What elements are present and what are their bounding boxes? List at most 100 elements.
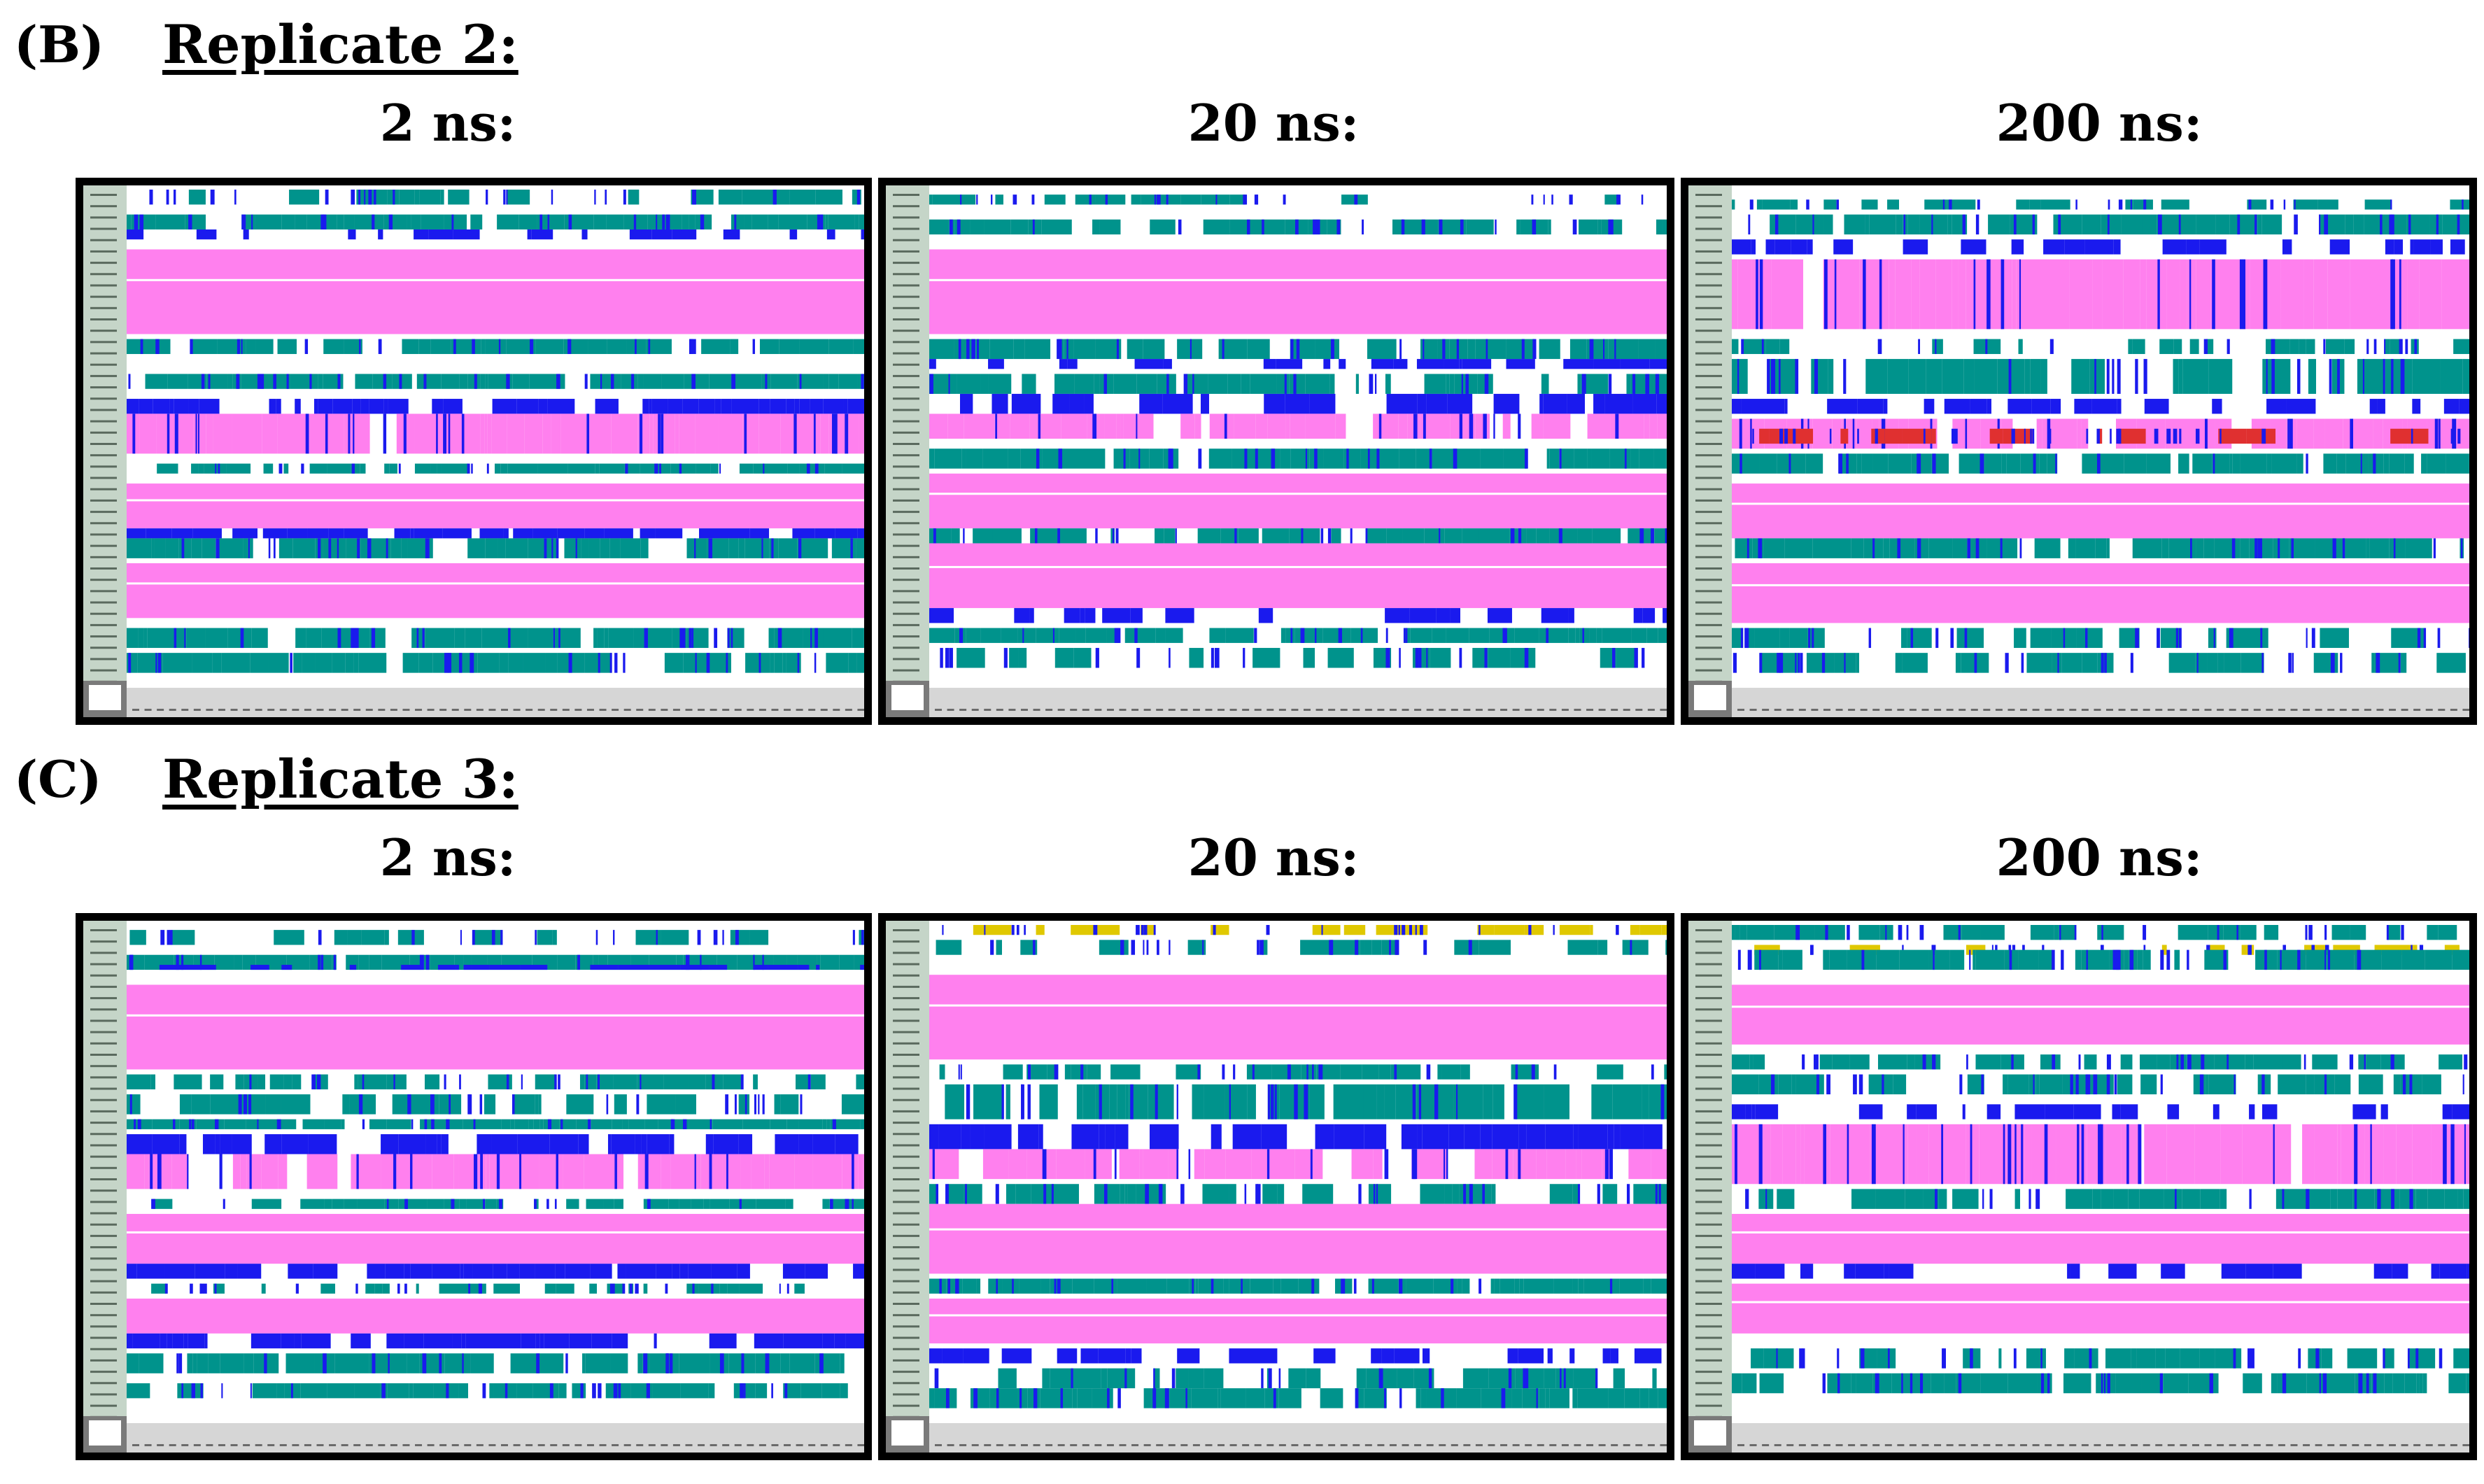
three-ten-mark <box>1823 1124 1827 1185</box>
time-tick <box>2081 709 2089 711</box>
three-ten-band <box>360 399 369 414</box>
three-ten-mark <box>1935 1189 1938 1209</box>
turn-band <box>1127 339 1143 360</box>
time-tick <box>661 709 668 711</box>
time-tick <box>2364 709 2371 711</box>
three-ten-mark <box>2439 418 2441 449</box>
three-ten-mark <box>2178 628 2182 649</box>
turn-band <box>2334 1074 2351 1095</box>
three-ten-band <box>1385 608 1410 623</box>
three-ten-mark <box>1974 653 1977 673</box>
helix-band <box>1732 418 1739 449</box>
three-ten-mark <box>1360 628 1363 643</box>
helix-band <box>144 1154 149 1189</box>
three-ten-band <box>651 229 672 240</box>
three-ten-mark <box>831 414 834 454</box>
time-tick <box>1070 709 1078 711</box>
residue-tick <box>893 386 919 389</box>
residue-tick <box>1695 499 1722 502</box>
time-tick <box>1340 709 1348 711</box>
turn-band <box>444 1353 471 1373</box>
three-ten-mark <box>1399 339 1402 360</box>
turn-band <box>709 374 732 389</box>
time-tick <box>169 709 176 711</box>
time-tick <box>623 1444 631 1446</box>
three-ten-mark <box>1616 925 1619 935</box>
three-ten-mark <box>1524 648 1529 668</box>
three-ten-mark <box>1525 448 1528 469</box>
turn-band <box>289 190 320 205</box>
three-ten-mark <box>832 1119 836 1129</box>
three-ten-mark <box>1123 448 1126 469</box>
three-ten-mark <box>1531 1064 1535 1080</box>
three-ten-mark <box>2217 925 2220 940</box>
helix-band <box>929 975 1667 1060</box>
turn-band <box>738 1094 750 1115</box>
three-ten-band <box>641 1134 647 1154</box>
turn-band <box>2271 453 2297 474</box>
turn-band <box>2028 1074 2036 1095</box>
three-ten-band <box>367 1264 386 1279</box>
turn-band <box>276 1383 285 1399</box>
turn-band <box>1099 219 1121 235</box>
three-ten-mark <box>1510 528 1515 544</box>
residue-tick <box>90 579 117 581</box>
turn-band <box>2082 214 2101 235</box>
turn-band <box>789 190 816 205</box>
turn-band <box>1569 339 1587 360</box>
three-ten-mark <box>1331 339 1334 360</box>
turn-band <box>2040 1348 2046 1369</box>
time-tick <box>1033 1444 1040 1446</box>
three-ten-mark <box>1877 339 1882 354</box>
turn-band <box>1609 448 1631 469</box>
three-ten-mark <box>1267 1084 1270 1119</box>
three-ten-mark <box>551 538 553 558</box>
turn-band <box>2003 1074 2008 1095</box>
three-ten-mark <box>1802 1054 1805 1070</box>
three-ten-mark <box>257 374 260 389</box>
turn-band <box>179 1094 192 1115</box>
turn-band <box>2054 925 2059 940</box>
turn-band <box>1626 374 1631 394</box>
helix-gap <box>929 565 1667 568</box>
residue-tick <box>893 669 919 672</box>
bridge-band <box>1559 925 1590 935</box>
residue-tick <box>1695 1008 1722 1011</box>
three-ten-band <box>2467 1264 2469 1279</box>
three-ten-mark <box>2409 1074 2413 1095</box>
turn-band <box>1961 925 1981 940</box>
three-ten-mark <box>1215 648 1220 668</box>
three-ten-mark <box>565 1353 568 1373</box>
three-ten-mark <box>2261 1074 2265 1095</box>
three-ten-mark <box>311 1074 316 1089</box>
bridge-band <box>1312 925 1341 935</box>
three-ten-mark <box>609 1283 612 1294</box>
time-tick <box>1353 709 1360 711</box>
timeline-plot <box>1688 185 2469 717</box>
section-b-title: Replicate 2: <box>162 13 518 76</box>
turn-band <box>1061 1388 1073 1408</box>
turn-band <box>1085 628 1107 643</box>
three-ten-band <box>1732 1104 1746 1119</box>
three-ten-mark <box>486 463 489 474</box>
three-ten-band <box>1462 359 1492 369</box>
three-ten-mark <box>1254 628 1257 643</box>
residue-tick <box>90 533 117 536</box>
turn-band <box>2416 1373 2420 1394</box>
turn-band <box>383 214 407 229</box>
turn-band <box>2462 359 2469 394</box>
helix-band <box>2268 259 2281 330</box>
turn-band <box>1371 940 1382 955</box>
three-ten-mark <box>1305 448 1308 469</box>
three-ten-band <box>188 1333 205 1349</box>
three-ten-mark <box>2296 359 2301 394</box>
turn-band <box>701 339 731 354</box>
three-ten-band <box>1827 399 1858 414</box>
turn-band <box>2039 1074 2063 1095</box>
turn-band <box>786 1119 799 1129</box>
three-ten-mark <box>2271 359 2275 394</box>
time-tick <box>636 709 644 711</box>
three-ten-mark <box>2270 199 2274 210</box>
residue-tick <box>893 1122 919 1124</box>
three-ten-mark <box>1484 648 1488 668</box>
